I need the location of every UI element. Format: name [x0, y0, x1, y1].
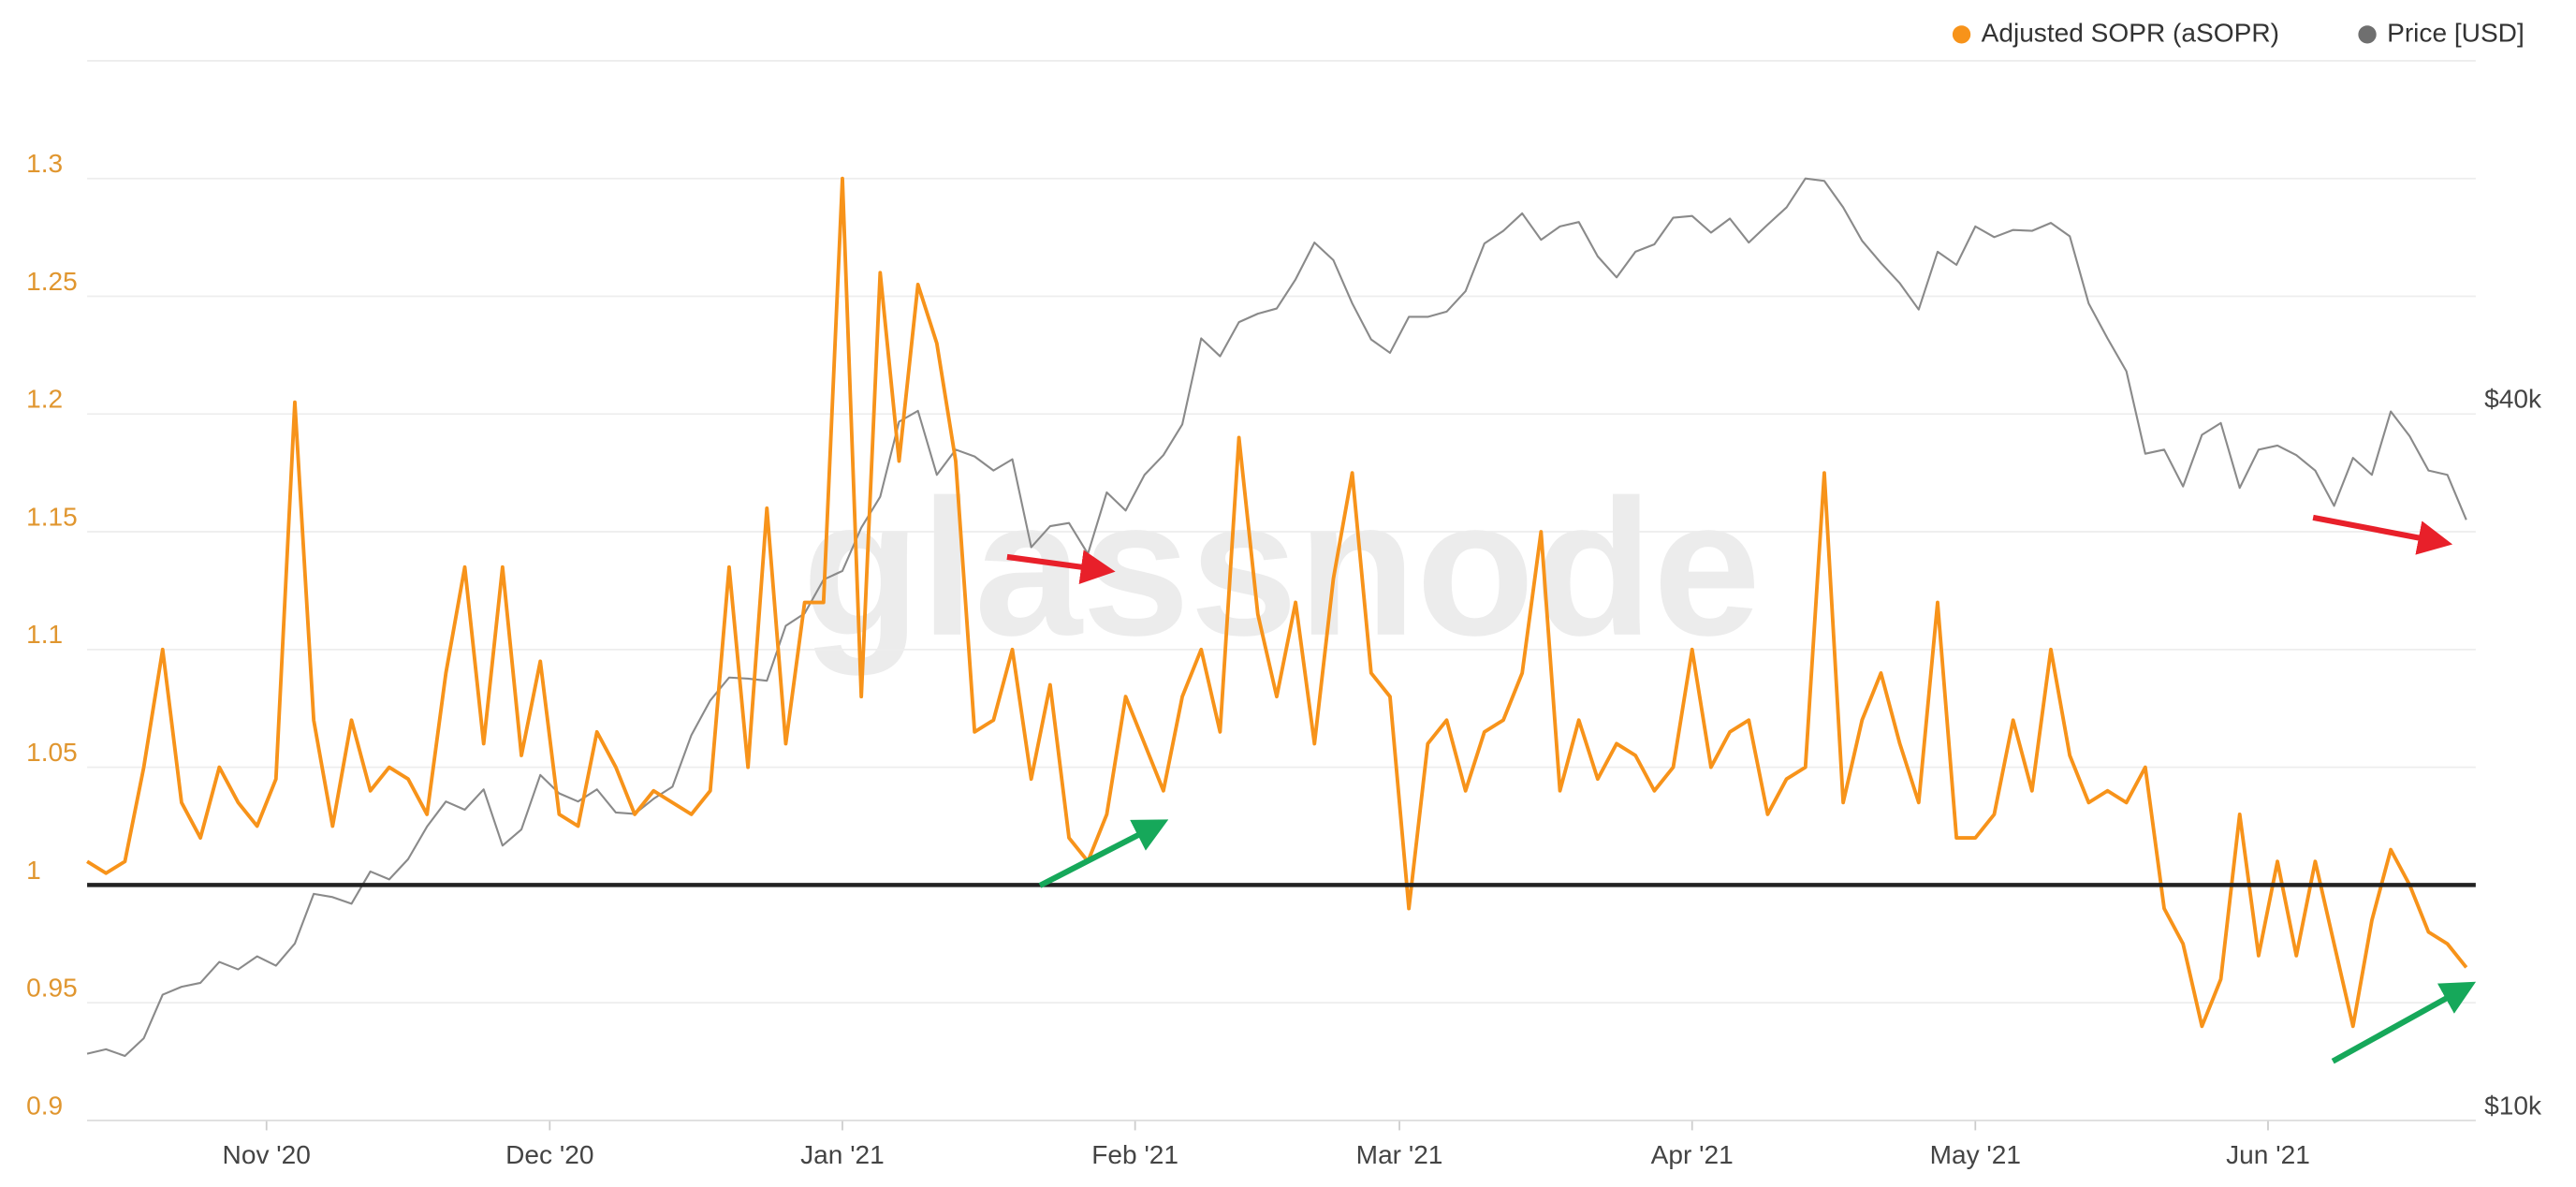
y-tick-label: 0.9 [26, 1091, 63, 1120]
y-tick-label: 1 [26, 856, 41, 885]
y-tick-label: 1.25 [26, 267, 78, 296]
x-tick-label: Jun '21 [2226, 1140, 2310, 1169]
legend-marker [2358, 25, 2377, 44]
y2-tick-label: $10k [2484, 1091, 2542, 1120]
legend-marker [1952, 25, 1971, 44]
x-tick-label: Apr '21 [1651, 1140, 1734, 1169]
y-tick-label: 1.3 [26, 149, 63, 178]
y-tick-label: 1.2 [26, 385, 63, 414]
arrow [2331, 981, 2477, 1064]
arrow [1038, 819, 1169, 888]
y-tick-label: 1.1 [26, 620, 63, 649]
y-tick-label: 0.95 [26, 974, 78, 1003]
annotation-arrows [1006, 514, 2477, 1064]
y-tick-label: 1.15 [26, 502, 78, 531]
y-tick-label: 1.05 [26, 738, 78, 767]
x-tick-label: Dec '20 [505, 1140, 593, 1169]
legend-label: Adjusted SOPR (aSOPR) [1982, 18, 2279, 47]
x-tick-label: May '21 [1930, 1140, 2021, 1169]
y2-tick-label: $40k [2484, 385, 2542, 414]
series-line [86, 176, 2468, 1029]
arrow [2312, 514, 2453, 555]
legend-label: Price [USD] [2387, 18, 2525, 47]
plot [86, 176, 2476, 1058]
x-tick-label: Nov '20 [223, 1140, 311, 1169]
x-tick-label: Jan '21 [800, 1140, 885, 1169]
watermark: glassnode [802, 460, 1761, 676]
arrow [1006, 550, 1116, 584]
x-tick-label: Mar '21 [1356, 1140, 1443, 1169]
series-line [86, 177, 2467, 1058]
x-tick-label: Feb '21 [1091, 1140, 1178, 1169]
